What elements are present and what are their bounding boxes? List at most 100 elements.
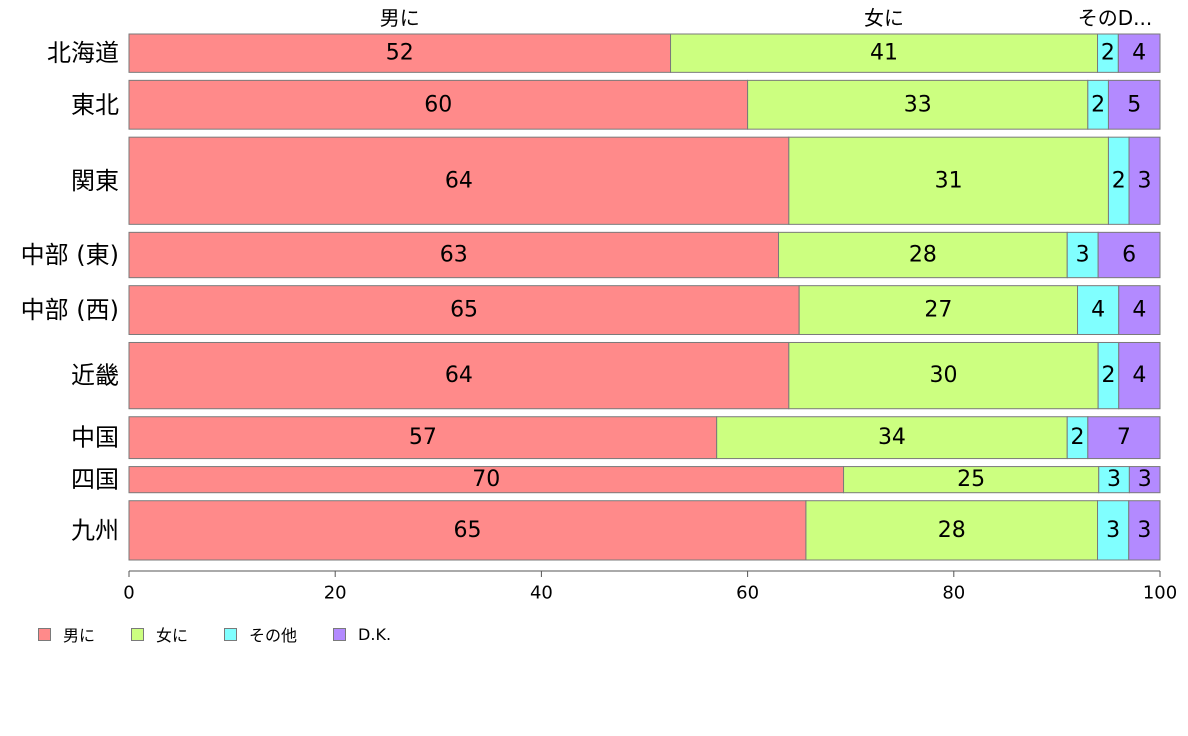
legend-swatch-male [38, 627, 51, 641]
bar-segment [128, 285, 800, 335]
bar-segment [128, 341, 790, 410]
bar-segment [670, 33, 1099, 73]
y-tick-label: 関東 [71, 167, 119, 195]
bar-segment [1118, 285, 1161, 335]
bar-segment [128, 136, 790, 225]
y-tick-label: 九州 [71, 516, 119, 544]
bar-segment [1117, 33, 1161, 73]
bar-segment [1097, 231, 1161, 279]
x-tick-label: 80 [942, 583, 965, 604]
legend-label-dk: D.K. [358, 624, 392, 644]
top-series-labels: 男に 女に そのD... [380, 6, 1152, 30]
data-label: 52 [386, 41, 414, 66]
bar-segment [788, 341, 1099, 410]
data-label: 2 [1101, 363, 1115, 388]
legend-item-other: その他 [224, 622, 297, 646]
legend-item-male: 男に [38, 622, 95, 646]
data-label: 41 [870, 41, 898, 66]
data-label: 4 [1132, 363, 1146, 388]
data-label: 7 [1117, 425, 1131, 450]
x-tick-label: 20 [324, 583, 347, 604]
data-label: 31 [935, 168, 963, 193]
bar-segment [747, 79, 1089, 130]
data-label: 4 [1132, 41, 1146, 66]
data-label: 28 [909, 243, 937, 268]
data-label: 4 [1132, 298, 1146, 323]
data-label: 70 [472, 467, 500, 492]
data-label: 2 [1071, 425, 1085, 450]
top-series-label: 男に [380, 6, 420, 30]
bars: 52 41 2 460 33 2 564 31 2 363 28 3 665 27 4 464 30 2 457 34… [128, 33, 1161, 561]
data-label: 64 [445, 363, 473, 388]
x-tick-label: 60 [736, 583, 759, 604]
data-label: 33 [904, 92, 932, 117]
data-label: 3 [1107, 467, 1121, 492]
legend-label-female: 女に [156, 626, 189, 645]
data-label: 2 [1112, 168, 1126, 193]
data-label: 60 [424, 92, 452, 117]
bar-segment [1128, 500, 1161, 561]
bar-segment [128, 231, 780, 279]
data-label: 57 [409, 425, 437, 450]
data-label: 27 [924, 298, 952, 323]
top-series-label: そのD... [1078, 6, 1152, 30]
data-label: 6 [1122, 243, 1136, 268]
legend-swatch-other [224, 627, 238, 641]
bar-segment [128, 500, 807, 561]
data-label: 65 [450, 298, 478, 323]
x-tick-label: 0 [123, 583, 134, 604]
bar-segment [1128, 466, 1161, 494]
bar-segment [128, 416, 718, 460]
y-tick-label: 近畿 [71, 362, 119, 390]
data-label: 3 [1138, 467, 1152, 492]
legend-label-other: その他 [249, 626, 298, 645]
bar-segment [1077, 285, 1120, 335]
y-tick-label: 北海道 [47, 39, 119, 67]
data-label: 64 [445, 168, 473, 193]
legend-item-dk: D.K. [333, 625, 391, 644]
data-label: 3 [1106, 518, 1120, 543]
y-tick-label: 中部 (西) [21, 296, 119, 324]
legend-swatch-dk [333, 627, 347, 641]
data-label: 3 [1138, 168, 1152, 193]
bar-segment [1087, 416, 1161, 460]
data-label: 3 [1137, 518, 1151, 543]
legend-item-female: 女に [131, 622, 188, 646]
y-tick-label: 東北 [71, 91, 119, 119]
x-axis: 0 20 40 60 80 100 [123, 570, 1177, 604]
data-label: 3 [1076, 243, 1090, 268]
data-label: 34 [878, 425, 906, 450]
data-label: 25 [957, 467, 985, 492]
bar-segment [778, 231, 1068, 279]
top-series-label: 女に [864, 6, 904, 30]
data-label: 2 [1091, 92, 1105, 117]
bar-segment [128, 466, 845, 494]
data-label: 5 [1127, 92, 1141, 117]
data-label: 30 [929, 363, 957, 388]
bar-segment [788, 136, 1109, 225]
data-label: 2 [1101, 41, 1115, 66]
legend-label-male: 男に [63, 626, 96, 645]
bar-segment [1128, 136, 1161, 225]
data-label: 63 [440, 243, 468, 268]
y-tick-label: 四国 [71, 466, 119, 494]
x-tick-label: 100 [1143, 583, 1177, 604]
legend: 男に 女に その他 D.K. [38, 622, 391, 646]
data-label: 65 [453, 518, 481, 543]
data-label: 4 [1091, 298, 1105, 323]
bar-segment [716, 416, 1068, 460]
bar-segment [1118, 341, 1161, 410]
y-tick-label: 中国 [71, 424, 119, 452]
y-tick-label: 中部 (東) [21, 241, 119, 269]
bar-segment [805, 500, 1099, 561]
legend-swatch-female [131, 627, 145, 641]
bar-segment [843, 466, 1100, 494]
data-label: 28 [938, 518, 966, 543]
x-tick-label: 40 [530, 583, 553, 604]
bar-segment [1098, 466, 1130, 494]
bar-segment [1097, 500, 1130, 561]
bar-segment [1107, 79, 1161, 130]
